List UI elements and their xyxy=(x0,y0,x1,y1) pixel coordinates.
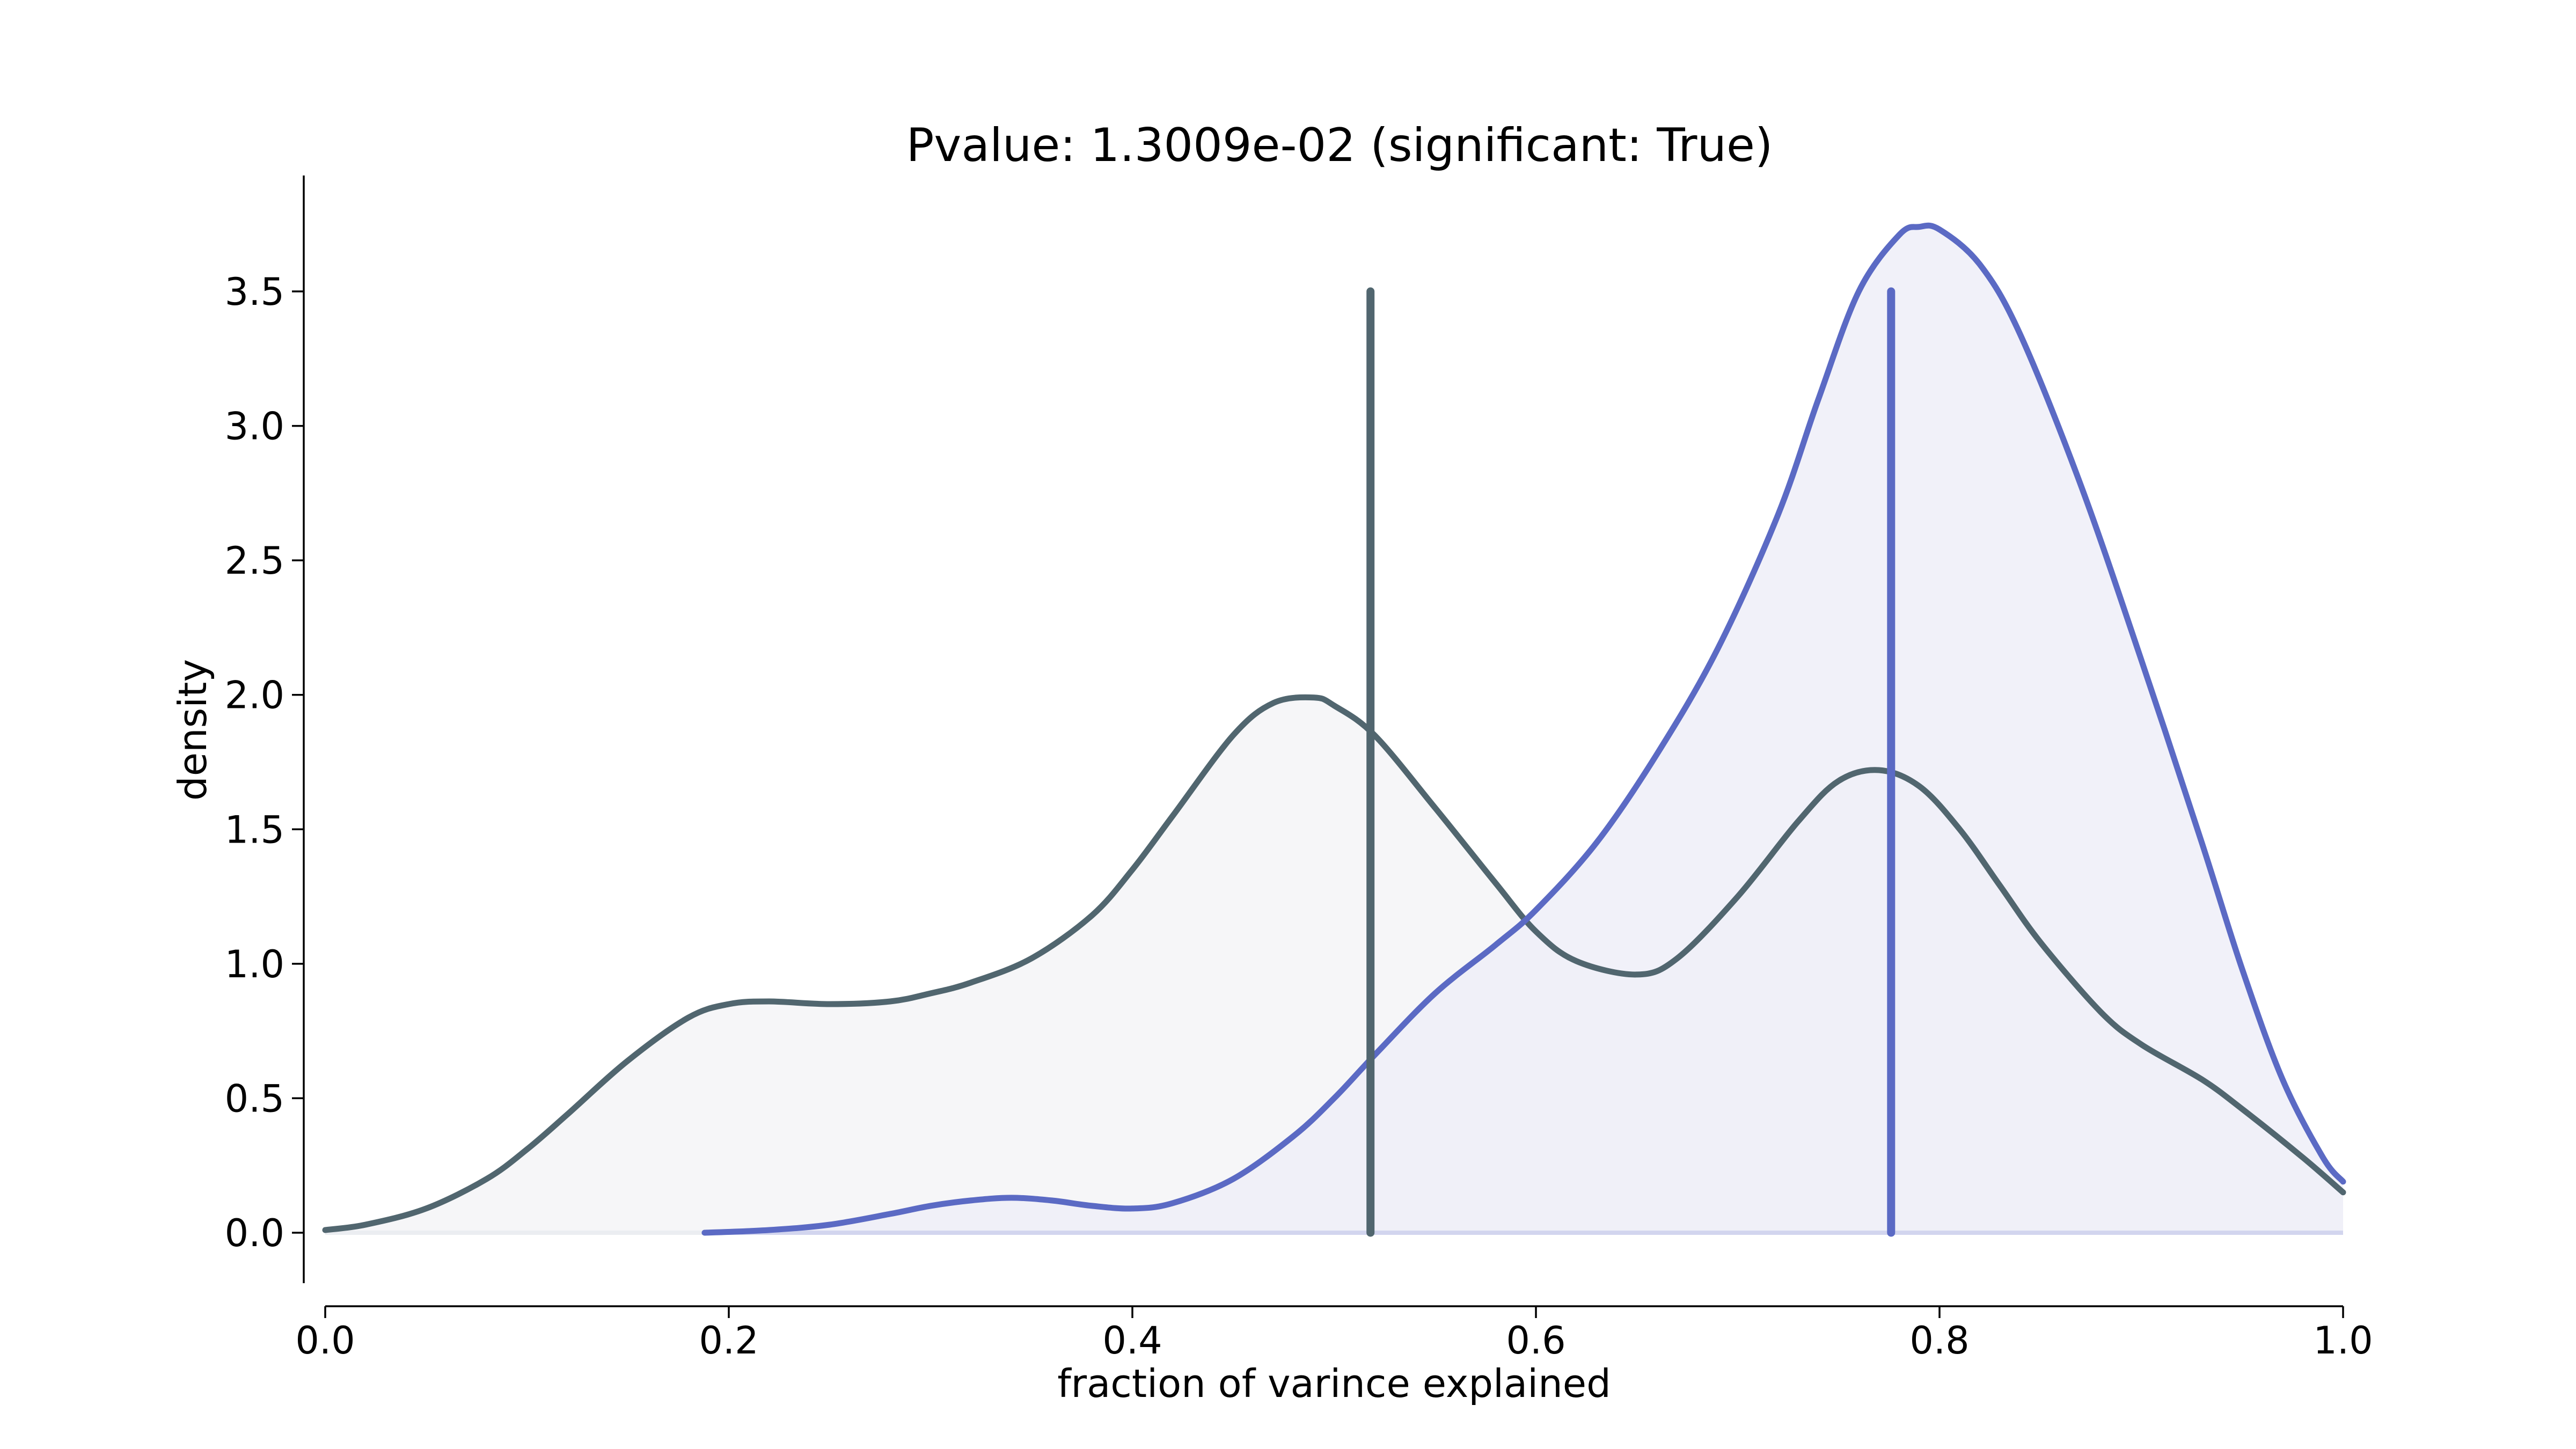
density-fill-2 xyxy=(704,225,2344,1233)
x-tick-label: 0.8 xyxy=(1909,1319,1969,1363)
density-curve-2 xyxy=(701,222,2346,1236)
y-tick-label: 1.0 xyxy=(225,942,284,986)
y-tick-label: 0.5 xyxy=(225,1077,284,1121)
x-axis-ticks: 0.0 0.2 0.4 0.6 0.8 1.0 xyxy=(295,1306,2373,1363)
x-tick-label: 0.4 xyxy=(1102,1319,1162,1363)
y-tick-label: 2.0 xyxy=(225,674,284,718)
y-axis-ticks: 0.0 0.5 1.0 1.5 2.0 2.5 3.0 3.5 xyxy=(225,270,304,1255)
y-tick-label: 0.0 xyxy=(225,1211,284,1255)
x-axis-label: fraction of varince explained xyxy=(1057,1361,1611,1406)
chart-title: Pvalue: 1.3009e-02 (significant: True) xyxy=(906,119,1773,172)
x-tick-label: 0.0 xyxy=(295,1319,355,1363)
y-tick-label: 3.0 xyxy=(225,405,284,449)
x-tick-label: 1.0 xyxy=(2313,1319,2373,1363)
y-tick-label: 3.5 xyxy=(225,270,284,314)
y-axis-label: density xyxy=(170,659,215,801)
x-tick-label: 0.2 xyxy=(699,1319,758,1363)
x-tick-label: 0.6 xyxy=(1506,1319,1565,1363)
density-fills xyxy=(325,225,2344,1233)
mean-markers xyxy=(1366,287,1896,1237)
density-curve-1 xyxy=(322,694,2346,1233)
y-tick-label: 1.5 xyxy=(225,808,284,852)
y-tick-label: 2.5 xyxy=(225,539,284,583)
density-curves xyxy=(322,222,2346,1236)
